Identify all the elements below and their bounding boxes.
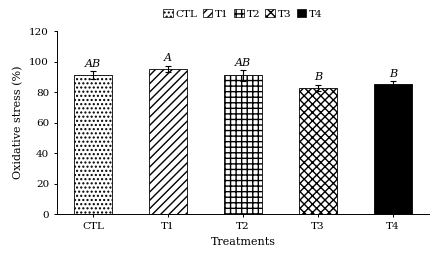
Bar <box>225 75 262 214</box>
Text: A: A <box>164 53 172 63</box>
X-axis label: Treatments: Treatments <box>210 237 276 247</box>
Bar <box>299 88 337 214</box>
Bar <box>74 75 112 214</box>
Legend: CTL, T1, T2, T3, T4: CTL, T1, T2, T3, T4 <box>163 9 323 19</box>
Text: B: B <box>389 69 397 79</box>
Text: AB: AB <box>85 59 101 69</box>
Y-axis label: Oxidative stress (%): Oxidative stress (%) <box>13 66 24 179</box>
Text: B: B <box>314 72 322 82</box>
Bar <box>374 84 412 214</box>
Text: AB: AB <box>235 58 251 68</box>
Bar <box>149 69 187 214</box>
